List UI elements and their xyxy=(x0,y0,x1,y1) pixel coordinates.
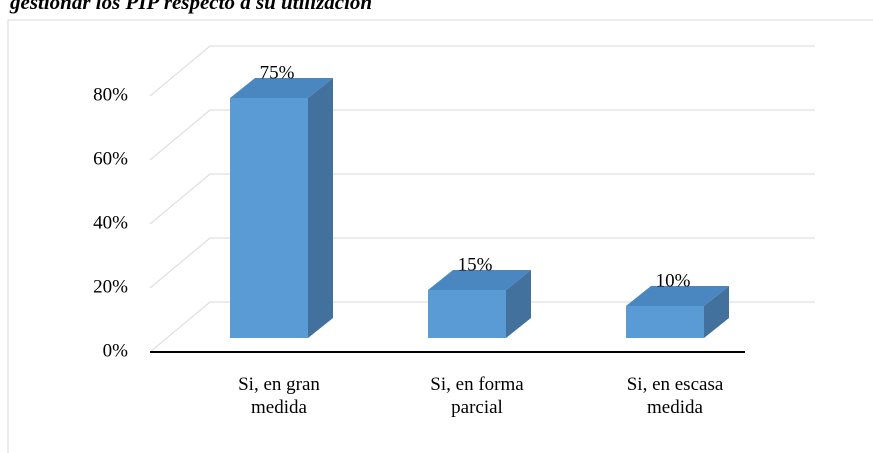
x-tick-label: Si, en gran medida xyxy=(238,374,320,418)
y-tick-label: 20% xyxy=(93,276,128,297)
bar-top xyxy=(230,78,333,98)
bar xyxy=(230,98,308,338)
x-tick-label: Si, en forma parcial xyxy=(430,374,524,418)
bar xyxy=(626,306,704,338)
value-label: 10% xyxy=(656,270,691,291)
bar-side xyxy=(704,286,729,338)
grid-diagonal xyxy=(149,301,211,353)
grid-diagonal xyxy=(149,45,211,97)
bar-top xyxy=(626,286,729,306)
y-tick-label: 80% xyxy=(93,84,128,105)
grid-diagonal xyxy=(149,173,211,225)
y-tick-label: 60% xyxy=(93,148,128,169)
bar-side xyxy=(506,270,531,338)
grid-diagonal xyxy=(149,237,211,289)
grid-diagonal xyxy=(149,109,211,161)
bar-side xyxy=(308,78,333,338)
chart-title: gestionar los PIP respecto a su utilizac… xyxy=(10,0,373,14)
value-label: 75% xyxy=(260,62,295,83)
y-tick-label: 40% xyxy=(93,212,128,233)
bar-top xyxy=(428,270,531,290)
bar xyxy=(428,290,506,338)
y-tick-label: 0% xyxy=(103,340,129,361)
value-label: 15% xyxy=(458,254,493,275)
x-tick-label: Si, en escasa medida xyxy=(626,374,724,418)
frame xyxy=(7,19,873,453)
